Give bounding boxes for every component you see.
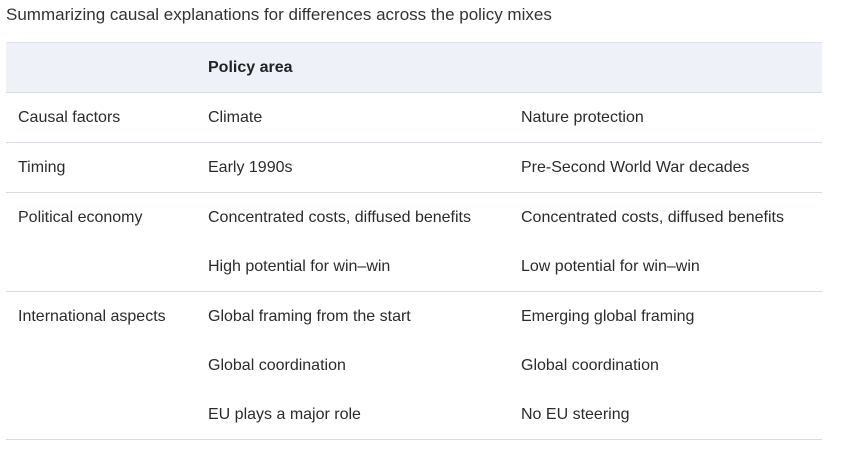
nature-cell: Nature protection [509, 92, 822, 143]
climate-cell: Concentrated costs, diffused benefits [196, 192, 509, 242]
table-caption: Summarizing causal explanations for diff… [6, 5, 552, 24]
factor-cell [6, 242, 196, 292]
factor-cell: Causal factors [6, 92, 196, 143]
table-row: Political economy Concentrated costs, di… [6, 192, 822, 242]
factor-cell: International aspects [6, 291, 196, 341]
nature-cell: Global coordination [521, 356, 659, 374]
climate-cell: Global coordination [208, 356, 346, 374]
climate-cell: Early 1990s [196, 142, 509, 193]
nature-cell: Concentrated costs, diffused benefits [509, 192, 822, 242]
table-header-row: Policy area [6, 42, 822, 93]
header-cell-empty [6, 43, 196, 93]
table-row: International aspects Global framing fro… [6, 291, 822, 341]
table-row: Global coordination Global coordination [6, 341, 822, 390]
nature-cell: Pre-Second World War decades [509, 142, 822, 193]
factor-cell [6, 390, 196, 440]
table-row: Causal factors Climate Nature protection [6, 92, 822, 143]
table-row: EU plays a major role No EU steering [6, 390, 822, 440]
climate-cell: Climate [196, 92, 509, 143]
nature-cell: Emerging global framing [509, 291, 822, 341]
factor-cell [6, 341, 196, 390]
table-row: Timing Early 1990s Pre-Second World War … [6, 142, 822, 193]
nature-cell: Low potential for win–win [521, 257, 700, 275]
table: Policy area Causal factors Climate Natur… [6, 42, 822, 440]
table-row: High potential for win–win Low potential… [6, 242, 822, 292]
climate-cell: EU plays a major role [196, 390, 509, 440]
factor-cell: Timing [6, 142, 196, 193]
factor-cell: Political economy [6, 192, 196, 242]
climate-cell: Global framing from the start [196, 291, 509, 341]
nature-cell: No EU steering [509, 390, 822, 440]
header-cell-policy-area: Policy area [208, 58, 293, 76]
header-cell-empty-2 [509, 43, 822, 93]
policy-mix-table: Policy area Causal factors Climate Natur… [6, 42, 822, 440]
climate-cell: High potential for win–win [208, 257, 391, 275]
